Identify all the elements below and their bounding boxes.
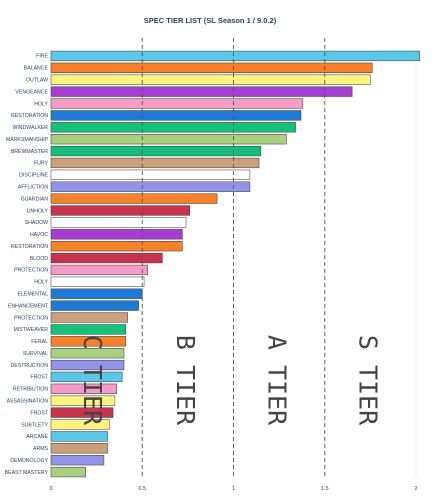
category-label-28: RETRIBUTION xyxy=(13,387,48,393)
bar-marksmanship-7 xyxy=(50,134,287,145)
bar-survival-25 xyxy=(50,348,125,359)
bar-destruction-26 xyxy=(50,359,125,371)
category-label-6: WINDWALKER xyxy=(12,125,48,131)
category-label-24: FERAL xyxy=(31,339,48,345)
category-label-15: HAVOC xyxy=(30,232,48,238)
chart-title: SPEC TIER LIST (SL Season 1 / 9.0.2) xyxy=(144,16,277,25)
tier-lines xyxy=(141,38,326,478)
bar-restoration-5 xyxy=(50,110,302,121)
bar-shadow-14 xyxy=(50,217,187,228)
category-label-0: FIRE xyxy=(36,54,48,60)
bars-layer xyxy=(50,50,420,478)
category-label-7: MARKSMANSHIP xyxy=(6,137,49,143)
category-labels: FIRE BALANCE OUTLAW VENGEANCE HOLY RESTORATIO… xyxy=(5,54,49,476)
x-tick-0: 0 xyxy=(49,486,52,492)
bar-frost-27 xyxy=(50,371,123,383)
tier-label-3: S TIER xyxy=(354,335,383,426)
bar-elemental-20 xyxy=(50,288,143,299)
bar-guardian-12 xyxy=(50,193,218,204)
bar-frost-30 xyxy=(50,407,114,418)
category-label-3: VENGEANCE xyxy=(15,89,48,95)
bar-fury-9 xyxy=(50,157,260,169)
bar-mistweaver-23 xyxy=(50,324,127,335)
category-label-5: RESTORATION xyxy=(11,113,48,119)
x-tick-2: 1 xyxy=(232,486,235,492)
category-label-11: AFFLICTION xyxy=(18,185,49,191)
category-label-2: OUTLAW xyxy=(26,78,48,84)
category-label-8: BREWMASTER xyxy=(11,149,48,155)
bar-protection-22 xyxy=(50,312,128,323)
category-label-25: SURVIVAL xyxy=(23,351,48,357)
category-label-18: PROTECTION xyxy=(14,268,48,274)
category-label-22: PROTECTION xyxy=(14,315,48,321)
bar-outlaw-2 xyxy=(50,74,371,85)
category-label-34: DEMONOLOGY xyxy=(10,458,48,464)
category-label-19: HOLY xyxy=(34,280,48,286)
bar-blood-17 xyxy=(50,252,163,264)
category-label-13: UNHOLY xyxy=(27,208,49,214)
bar-demonology-34 xyxy=(50,455,105,466)
bar-holy-4 xyxy=(50,98,304,109)
x-axis-ticks: 0 0.5 1 1.5 2 xyxy=(49,486,417,492)
bar-brewmaster-8 xyxy=(50,145,262,157)
bar-assassination-29 xyxy=(50,395,116,406)
category-label-31: SUBTLETY xyxy=(21,422,48,428)
bar-balance-1 xyxy=(50,62,373,73)
category-label-29: ASSASSINATION xyxy=(7,399,49,405)
bar-arms-33 xyxy=(50,443,108,454)
bar-subtlety-31 xyxy=(50,419,110,430)
category-label-4: HOLY xyxy=(34,101,48,107)
category-label-32: ARCANE xyxy=(26,434,48,440)
bar-discipline-10 xyxy=(50,169,251,180)
bar-fire-0 xyxy=(50,50,420,62)
category-label-9: FURY xyxy=(34,161,49,167)
tier-labels: C TIER B TIER A TIER S TIER xyxy=(78,335,383,426)
bar-feral-24 xyxy=(50,336,127,347)
tier-label-0: C TIER xyxy=(78,335,107,426)
category-label-14: SHADOW xyxy=(25,220,48,226)
bar-havoc-15 xyxy=(50,229,183,240)
category-label-20: ELEMENTAL xyxy=(18,292,49,298)
bar-unholy-13 xyxy=(50,205,190,216)
category-label-1: BALANCE xyxy=(24,66,49,72)
category-label-33: ARMS xyxy=(33,446,49,452)
category-label-12: GUARDIAN xyxy=(21,196,49,202)
bar-vengeance-3 xyxy=(50,86,353,97)
x-tick-1: 0.5 xyxy=(138,486,146,492)
x-tick-4: 2 xyxy=(414,486,417,492)
category-label-30: FROST xyxy=(30,410,48,416)
category-label-26: DESTRUCTION xyxy=(11,363,49,369)
bar-enhancement-21 xyxy=(50,300,139,311)
bar-protection-18 xyxy=(50,264,148,276)
category-label-16: RESTORATION xyxy=(11,244,48,250)
category-label-27: FROST xyxy=(30,375,48,381)
bar-windwalker-6 xyxy=(50,122,296,133)
tier-label-1: B TIER xyxy=(171,335,200,426)
bar-holy-19 xyxy=(50,276,145,287)
x-tick-3: 1.5 xyxy=(321,486,329,492)
bar-arcane-32 xyxy=(50,431,108,442)
category-label-23: MISTWEAVER xyxy=(14,327,49,333)
bar-beast-mastery-35 xyxy=(50,466,86,478)
bar-restoration-16 xyxy=(50,241,183,252)
category-label-17: BLOOD xyxy=(30,256,48,262)
category-label-35: BEAST MASTERY xyxy=(5,470,49,476)
category-label-10: DISCIPLINE xyxy=(19,173,48,179)
bar-retribution-28 xyxy=(50,383,117,394)
category-label-21: ENHANCEMENT xyxy=(8,303,49,309)
bar-affliction-11 xyxy=(50,181,251,192)
tier-label-2: A TIER xyxy=(262,335,291,426)
